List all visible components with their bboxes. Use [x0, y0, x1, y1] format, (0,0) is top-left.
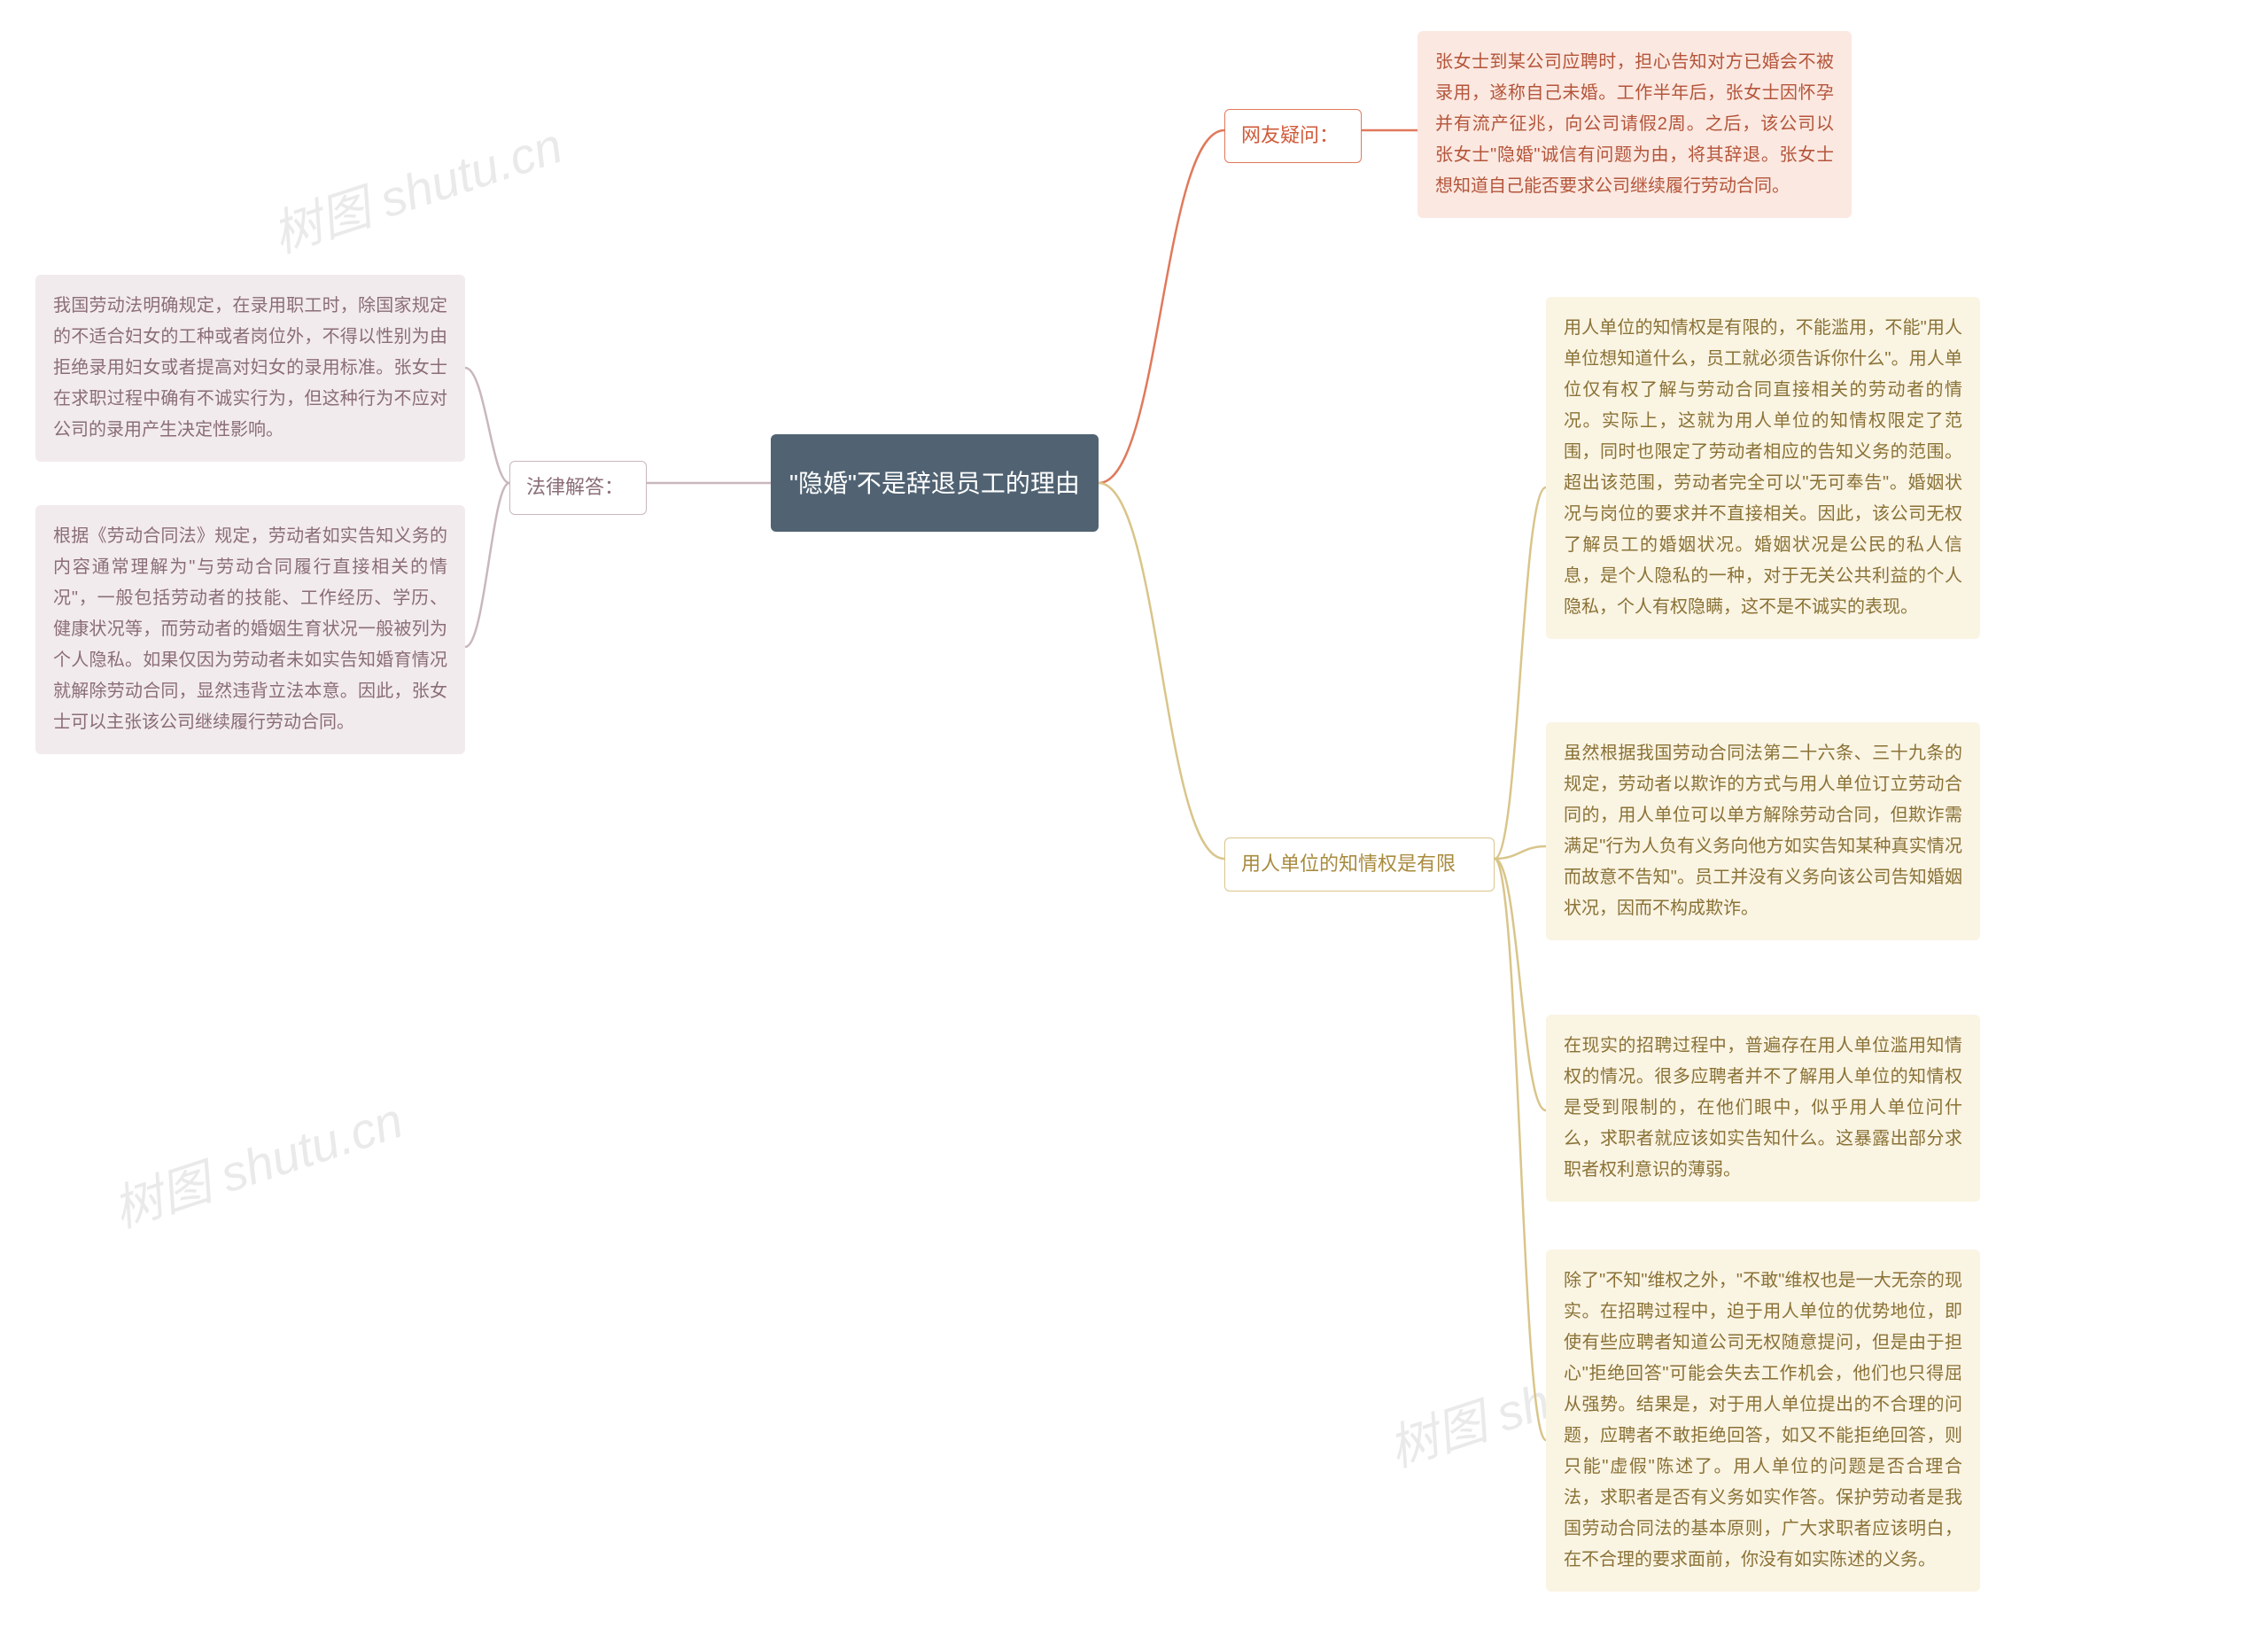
rights-leaf-3[interactable]: 除了"不知"维权之外，"不敢"维权也是一大无奈的现实。在招聘过程中，迫于用人单位… — [1546, 1250, 1980, 1592]
watermark: 树图 shutu.cn — [262, 106, 571, 268]
root-node[interactable]: "隐婚"不是辞退员工的理由 — [771, 434, 1099, 532]
rights-leaf-0[interactable]: 用人单位的知情权是有限的，不能滥用，不能"用人单位想知道什么，员工就必须告诉你什… — [1546, 297, 1980, 639]
branch-rights-label: 用人单位的知情权是有限 — [1241, 853, 1456, 875]
rights-leaf-2[interactable]: 在现实的招聘过程中，普遍存在用人单位滥用知情权的情况。很多应聘者并不了解用人单位… — [1546, 1015, 1980, 1202]
legal-leaf-0-text: 我国劳动法明确规定，在录用职工时，除国家规定的不适合妇女的工种或者岗位外，不得以… — [53, 296, 447, 440]
branch-legal-label: 法律解答： — [526, 476, 624, 498]
branch-question-label: 网友疑问： — [1241, 124, 1339, 146]
watermark: 树图 shutu.cn — [103, 1081, 411, 1242]
legal-leaf-0[interactable]: 我国劳动法明确规定，在录用职工时，除国家规定的不适合妇女的工种或者岗位外，不得以… — [35, 275, 465, 462]
branch-question[interactable]: 网友疑问： — [1224, 109, 1362, 163]
branch-legal[interactable]: 法律解答： — [509, 461, 647, 515]
root-label: "隐婚"不是辞退员工的理由 — [789, 462, 1080, 505]
legal-leaf-1[interactable]: 根据《劳动合同法》规定，劳动者如实告知义务的内容通常理解为"与劳动合同履行直接相… — [35, 505, 465, 754]
rights-leaf-1[interactable]: 虽然根据我国劳动合同法第二十六条、三十九条的规定，劳动者以欺诈的方式与用人单位订… — [1546, 722, 1980, 940]
rights-leaf-2-text: 在现实的招聘过程中，普遍存在用人单位滥用知情权的情况。很多应聘者并不了解用人单位… — [1564, 1036, 1962, 1180]
branch-rights[interactable]: 用人单位的知情权是有限 — [1224, 837, 1495, 892]
rights-leaf-0-text: 用人单位的知情权是有限的，不能滥用，不能"用人单位想知道什么，员工就必须告诉你什… — [1564, 318, 1962, 617]
question-leaf-0-text: 张女士到某公司应聘时，担心告知对方已婚会不被录用，遂称自己未婚。工作半年后，张女… — [1435, 52, 1834, 196]
legal-leaf-1-text: 根据《劳动合同法》规定，劳动者如实告知义务的内容通常理解为"与劳动合同履行直接相… — [53, 526, 447, 732]
rights-leaf-1-text: 虽然根据我国劳动合同法第二十六条、三十九条的规定，劳动者以欺诈的方式与用人单位订… — [1564, 744, 1962, 918]
rights-leaf-3-text: 除了"不知"维权之外，"不敢"维权也是一大无奈的现实。在招聘过程中，迫于用人单位… — [1564, 1271, 1962, 1569]
question-leaf-0[interactable]: 张女士到某公司应聘时，担心告知对方已婚会不被录用，遂称自己未婚。工作半年后，张女… — [1418, 31, 1852, 218]
